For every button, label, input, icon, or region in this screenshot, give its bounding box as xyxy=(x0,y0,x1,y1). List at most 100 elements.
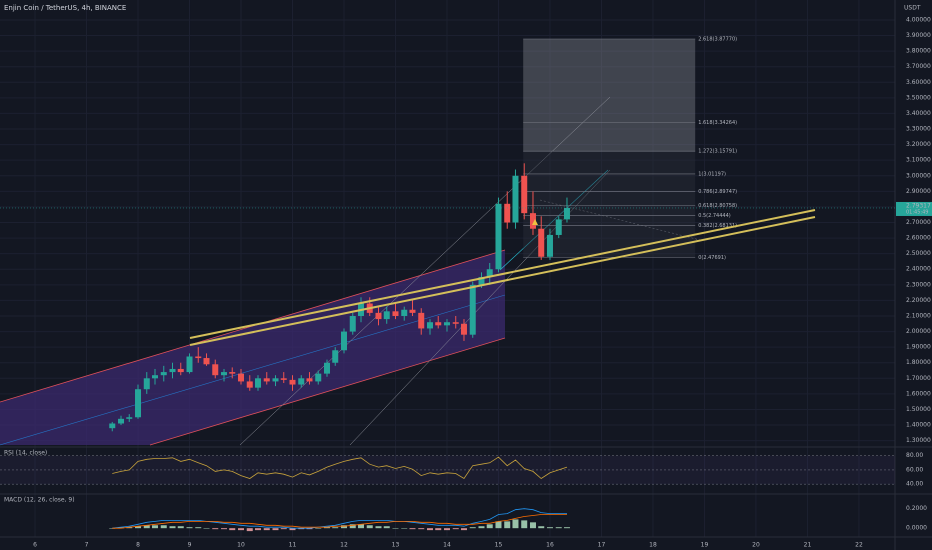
y-tick-label: 3.10000 xyxy=(906,157,931,164)
macd-histogram-bar xyxy=(109,528,116,529)
candle-body xyxy=(452,322,459,324)
rsi-title: RSI (14, close) xyxy=(4,450,47,457)
macd-histogram-bar xyxy=(349,524,356,529)
macd-histogram-bar xyxy=(177,526,184,529)
candle-body xyxy=(418,312,425,329)
y-tick-label: 2.00000 xyxy=(906,328,931,335)
macd-histogram-bar xyxy=(443,528,450,531)
fib-zone xyxy=(523,215,696,226)
candle-body xyxy=(254,378,261,388)
candle-body xyxy=(426,322,433,329)
candle-body xyxy=(512,175,519,223)
macd-histogram-bar xyxy=(212,528,219,530)
candle-body xyxy=(263,378,270,382)
symbol-title: Enjin Coin / TetherUS, 4h, BINANCE xyxy=(4,4,126,12)
candle-body xyxy=(435,322,442,326)
candle-body xyxy=(298,378,305,385)
currency: USDT xyxy=(904,5,921,12)
rsi-line xyxy=(112,456,568,480)
candle-body xyxy=(401,309,408,316)
countdown: 01:45:49 xyxy=(906,209,928,215)
yellow-trendline xyxy=(189,209,816,339)
macd-histogram-bar xyxy=(298,528,305,530)
macd-histogram-bar xyxy=(221,528,228,530)
candle-body xyxy=(375,312,382,320)
signal-line xyxy=(112,514,567,529)
y-tick-label: 3.00000 xyxy=(906,172,931,179)
macd-histogram-bar xyxy=(486,524,493,529)
x-tick-label: 11 xyxy=(289,542,297,549)
rsi-tick-label: 80.00 xyxy=(906,452,923,459)
candle-body xyxy=(529,213,536,229)
macd-histogram-bar xyxy=(289,528,296,531)
last-price-label: 2.79317 xyxy=(906,202,931,209)
fib-zone xyxy=(523,38,696,123)
macd-histogram-bar xyxy=(323,527,330,529)
candle-body xyxy=(546,234,553,257)
candle-body xyxy=(126,417,133,419)
y-tick-label: 1.50000 xyxy=(906,406,931,413)
macd-histogram-bar xyxy=(357,524,364,529)
candle-body xyxy=(186,356,193,373)
macd-histogram-bar xyxy=(469,527,476,529)
macd-histogram-bar xyxy=(495,521,502,529)
y-tick-label: 2.70000 xyxy=(906,219,931,226)
fib-zone xyxy=(523,122,696,152)
y-tick-label: 3.50000 xyxy=(906,94,931,101)
macd-histogram-bar xyxy=(521,520,528,529)
y-tick-label: 2.20000 xyxy=(906,297,931,304)
y-tick-label: 3.80000 xyxy=(906,48,931,55)
fib-label: 1.618(3.34264) xyxy=(698,120,737,126)
fib-label: 0(2.47691) xyxy=(698,255,726,261)
fib-label: 1.272(3.15791) xyxy=(698,149,737,155)
y-tick-label: 1.30000 xyxy=(906,437,931,444)
y-tick-label: 3.40000 xyxy=(906,110,931,117)
fib-label: 0.618(2.80758) xyxy=(698,203,737,209)
macd-histogram-bar xyxy=(426,528,433,531)
macd-histogram-bar xyxy=(169,526,176,529)
macd-histogram-bar xyxy=(332,527,339,529)
macd-histogram-bar xyxy=(460,528,467,531)
candle-body xyxy=(323,362,330,374)
macd-histogram-bar xyxy=(272,528,279,531)
rsi-tick-label: 60.00 xyxy=(906,466,923,473)
macd-histogram-bar xyxy=(563,527,570,529)
candle-body xyxy=(177,368,184,373)
y-tick-label: 4.00000 xyxy=(906,16,931,23)
x-tick-label: 21 xyxy=(804,542,812,549)
macd-histogram-bar xyxy=(254,528,261,531)
candle-body xyxy=(229,372,236,374)
rsi-tick-label: 40.00 xyxy=(906,481,923,488)
macd-histogram-bar xyxy=(143,525,150,529)
x-tick-label: 7 xyxy=(85,542,89,549)
macd-histogram-bar xyxy=(401,528,408,529)
y-tick-label: 1.40000 xyxy=(906,422,931,429)
candle-body xyxy=(315,373,322,382)
candle-body xyxy=(169,368,176,373)
marker-icon xyxy=(532,219,538,225)
macd-histogram-bar xyxy=(366,525,373,529)
candle-body xyxy=(109,423,116,429)
fib-zone xyxy=(523,173,696,192)
x-tick-label: 10 xyxy=(237,542,245,549)
candle-body xyxy=(555,219,562,235)
candle-body xyxy=(135,389,142,418)
macd-histogram-bar xyxy=(306,528,313,530)
candle-body xyxy=(246,381,253,388)
candle-body xyxy=(460,323,467,335)
candle-body xyxy=(443,322,450,326)
macd-histogram-bar xyxy=(238,528,245,531)
candle-body xyxy=(212,364,219,376)
fib-label: 0.5(2.74444) xyxy=(698,213,731,219)
macd-histogram-bar xyxy=(195,527,202,529)
macd-histogram-bar xyxy=(280,528,287,530)
x-tick-label: 22 xyxy=(855,542,863,549)
candle-body xyxy=(392,311,399,316)
y-tick-label: 2.40000 xyxy=(906,266,931,273)
macd-histogram-bar xyxy=(452,528,459,530)
macd-histogram-bar xyxy=(538,526,545,529)
macd-title: MACD (12, 26, close, 9) xyxy=(4,497,75,504)
candle-body xyxy=(478,277,485,285)
macd-histogram-bar xyxy=(383,526,390,529)
